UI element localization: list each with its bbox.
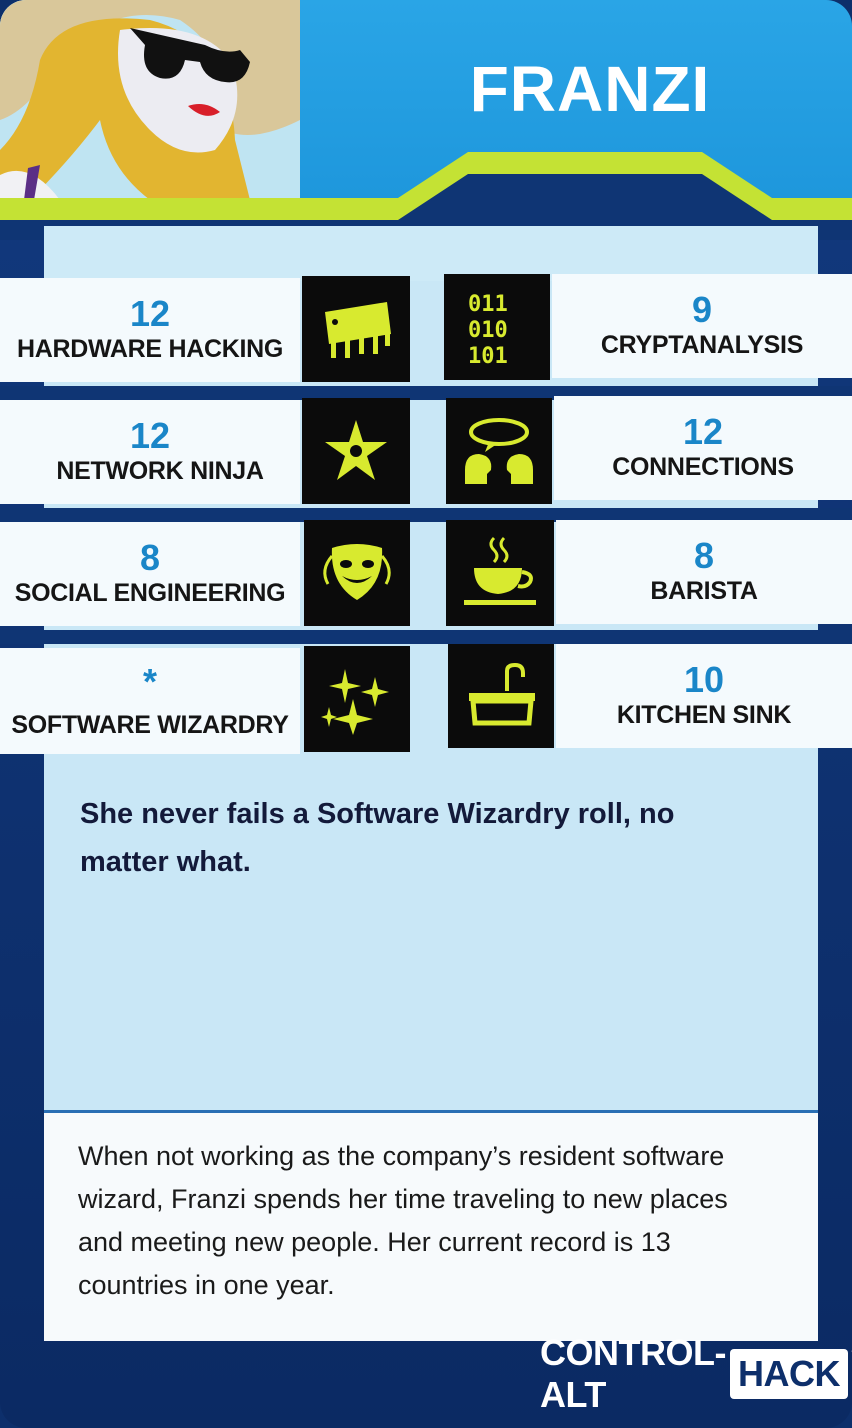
stat-network-ninja: 12 NETWORK NINJA	[0, 400, 300, 504]
stat-label: CONNECTIONS	[612, 453, 794, 481]
svg-text:010: 010	[468, 318, 508, 343]
control-alt-hack-logo: CONTROL-ALT HACK ™	[540, 1332, 852, 1415]
stat-label: SOFTWARE WIZARDRY	[11, 711, 289, 739]
stat-value: *	[142, 661, 157, 702]
stat-value: 9	[691, 289, 713, 330]
row-separator	[0, 630, 852, 644]
stat-value: 10	[683, 659, 725, 700]
stat-connections: 12 CONNECTIONS	[554, 396, 852, 500]
theater-mask-icon	[304, 520, 410, 626]
stat-value: 8	[139, 537, 161, 578]
stat-software-wizardry: * SOFTWARE WIZARDRY	[0, 648, 300, 754]
svg-text:011: 011	[468, 292, 508, 317]
character-name: FRANZI	[469, 53, 711, 125]
stat-social-engineering: 8 SOCIAL ENGINEERING	[0, 522, 300, 626]
stat-value: 12	[129, 415, 171, 456]
stat-value: 8	[693, 535, 715, 576]
logo-trademark: ™	[851, 1348, 852, 1362]
binary-code-icon: 011 010 101	[444, 274, 550, 380]
svg-text:101: 101	[468, 344, 508, 367]
stat-label: SOCIAL ENGINEERING	[14, 579, 286, 607]
logo-part2: HACK	[729, 1349, 848, 1399]
stat-value: 12	[129, 293, 171, 334]
stat-cryptanalysis: 9 CRYPTANALYSIS	[552, 274, 852, 378]
stat-kitchen-sink: 10 KITCHEN SINK	[556, 644, 852, 748]
stat-label: NETWORK NINJA	[56, 457, 264, 485]
card-header: FRANZI	[0, 0, 852, 200]
sink-icon	[448, 644, 554, 748]
sparkles-icon	[304, 646, 410, 752]
header-stripe	[0, 152, 852, 240]
character-portrait	[0, 0, 300, 200]
panel-top	[44, 226, 818, 281]
stat-label: KITCHEN SINK	[616, 701, 792, 729]
stat-label: CRYPTANALYSIS	[600, 331, 804, 359]
logo-part1: CONTROL-ALT	[540, 1332, 726, 1415]
stat-hardware-hacking: 12 HARDWARE HACKING	[0, 278, 300, 382]
flavor-text: When not working as the company’s reside…	[78, 1141, 728, 1300]
stat-label: BARISTA	[650, 577, 758, 605]
microchip-icon	[302, 276, 410, 382]
row-separator	[0, 508, 852, 522]
stat-barista: 8 BARISTA	[556, 520, 852, 624]
coffee-cup-icon	[446, 520, 554, 626]
talking-heads-icon	[446, 398, 552, 504]
stat-label: HARDWARE HACKING	[16, 335, 284, 363]
throwing-star-icon	[302, 398, 410, 504]
stat-value: 12	[682, 411, 724, 452]
flavor-box: When not working as the company’s reside…	[44, 1110, 818, 1341]
ability-text: She never fails a Software Wizardry roll…	[80, 798, 675, 878]
